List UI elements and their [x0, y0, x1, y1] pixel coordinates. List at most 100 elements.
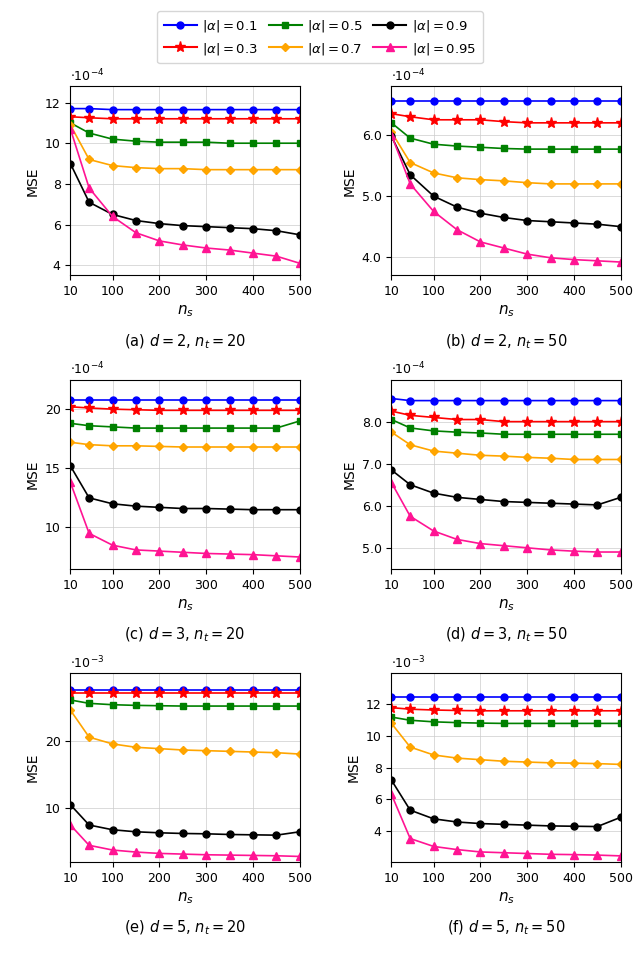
$|\alpha| = 0.3$	[156, 688, 163, 699]
$|\alpha| = 0.3$	[547, 416, 554, 427]
$|\alpha| = 0.3$	[179, 404, 187, 416]
$|\alpha| = 0.3$	[179, 688, 187, 699]
$|\alpha| = 0.3$	[593, 416, 601, 427]
$|\alpha| = 0.5$	[547, 718, 554, 729]
$|\alpha| = 0.9$	[524, 496, 531, 508]
Line: $|\alpha| = 0.1$: $|\alpha| = 0.1$	[67, 686, 303, 694]
$|\alpha| = 0.7$	[477, 449, 484, 461]
$|\alpha| = 0.95$	[570, 254, 578, 265]
$|\alpha| = 0.95$	[388, 788, 396, 800]
$|\alpha| = 0.5$	[202, 422, 210, 434]
$|\alpha| = 0.95$	[593, 546, 601, 558]
X-axis label: $n_s$: $n_s$	[177, 891, 193, 906]
$|\alpha| = 0.95$	[156, 235, 163, 246]
$|\alpha| = 0.1$	[477, 395, 484, 406]
$|\alpha| = 0.5$	[617, 428, 625, 440]
Line: $|\alpha| = 0.9$: $|\alpha| = 0.9$	[67, 801, 303, 838]
$|\alpha| = 0.7$	[226, 164, 234, 175]
$|\alpha| = 0.5$	[500, 718, 508, 729]
$|\alpha| = 0.95$	[388, 129, 396, 141]
$|\alpha| = 0.5$	[388, 712, 396, 723]
$|\alpha| = 0.95$	[85, 182, 93, 194]
$|\alpha| = 0.9$	[524, 215, 531, 226]
$|\alpha| = 0.9$	[85, 492, 93, 504]
$|\alpha| = 0.9$	[406, 479, 414, 490]
$|\alpha| = 0.3$	[617, 117, 625, 128]
$|\alpha| = 0.9$	[156, 217, 163, 229]
$|\alpha| = 0.95$	[429, 206, 437, 217]
$|\alpha| = 0.9$	[67, 460, 74, 471]
$|\alpha| = 0.9$	[226, 829, 234, 840]
$|\alpha| = 0.9$	[296, 504, 303, 515]
$|\alpha| = 0.3$	[67, 111, 74, 123]
$|\alpha| = 0.9$	[132, 215, 140, 226]
$|\alpha| = 0.95$	[477, 537, 484, 549]
$|\alpha| = 0.7$	[202, 164, 210, 175]
$|\alpha| = 0.9$	[388, 465, 396, 476]
$|\alpha| = 0.9$	[406, 805, 414, 816]
$|\alpha| = 0.7$	[617, 178, 625, 190]
Y-axis label: MSE: MSE	[25, 166, 39, 195]
Text: (b) $d = 2$, $n_t = 50$: (b) $d = 2$, $n_t = 50$	[445, 332, 568, 351]
$|\alpha| = 0.3$	[109, 403, 116, 415]
$|\alpha| = 0.3$	[85, 112, 93, 124]
$|\alpha| = 0.3$	[453, 705, 461, 717]
$|\alpha| = 0.1$	[226, 103, 234, 115]
$|\alpha| = 0.1$	[249, 103, 257, 115]
$|\alpha| = 0.5$	[132, 135, 140, 147]
$|\alpha| = 0.9$	[179, 503, 187, 514]
$|\alpha| = 0.95$	[524, 248, 531, 260]
$|\alpha| = 0.7$	[500, 175, 508, 187]
$|\alpha| = 0.1$	[156, 103, 163, 115]
$|\alpha| = 0.7$	[156, 163, 163, 174]
Line: $|\alpha| = 0.7$: $|\alpha| = 0.7$	[67, 707, 303, 757]
Legend: $|\alpha| = 0.1$, $|\alpha| = 0.3$, $|\alpha| = 0.5$, $|\alpha| = 0.7$, $|\alpha: $|\alpha| = 0.1$, $|\alpha| = 0.3$, $|\a…	[157, 11, 483, 63]
Line: $|\alpha| = 0.5$: $|\alpha| = 0.5$	[388, 714, 624, 726]
$|\alpha| = 0.1$	[617, 395, 625, 406]
$|\alpha| = 0.7$	[524, 756, 531, 767]
$|\alpha| = 0.7$	[109, 739, 116, 750]
Line: $|\alpha| = 0.5$: $|\alpha| = 0.5$	[67, 418, 303, 431]
$|\alpha| = 0.95$	[179, 546, 187, 558]
$|\alpha| = 0.3$	[179, 113, 187, 125]
$|\alpha| = 0.7$	[179, 744, 187, 756]
$|\alpha| = 0.3$	[156, 113, 163, 125]
$|\alpha| = 0.9$	[109, 498, 116, 510]
$|\alpha| = 0.9$	[273, 225, 280, 237]
$|\alpha| = 0.7$	[500, 450, 508, 462]
$|\alpha| = 0.9$	[156, 502, 163, 513]
$|\alpha| = 0.9$	[570, 820, 578, 832]
$|\alpha| = 0.9$	[296, 229, 303, 240]
$|\alpha| = 0.3$	[226, 404, 234, 416]
$|\alpha| = 0.9$	[67, 158, 74, 170]
$|\alpha| = 0.95$	[547, 252, 554, 263]
$|\alpha| = 0.95$	[500, 540, 508, 552]
Y-axis label: MSE: MSE	[25, 460, 39, 489]
$|\alpha| = 0.3$	[67, 688, 74, 699]
$|\alpha| = 0.3$	[296, 404, 303, 416]
$|\alpha| = 0.95$	[179, 240, 187, 251]
$|\alpha| = 0.5$	[202, 136, 210, 148]
$|\alpha| = 0.9$	[273, 830, 280, 841]
$|\alpha| = 0.1$	[429, 96, 437, 107]
$|\alpha| = 0.7$	[202, 745, 210, 757]
$|\alpha| = 0.5$	[132, 422, 140, 434]
$|\alpha| = 0.95$	[296, 551, 303, 562]
$|\alpha| = 0.7$	[524, 177, 531, 189]
$|\alpha| = 0.95$	[429, 525, 437, 536]
Line: $|\alpha| = 0.5$: $|\alpha| = 0.5$	[67, 120, 303, 147]
$|\alpha| = 0.7$	[202, 442, 210, 453]
Line: $|\alpha| = 0.95$: $|\alpha| = 0.95$	[388, 790, 625, 859]
$|\alpha| = 0.9$	[477, 208, 484, 219]
$|\alpha| = 0.95$	[202, 849, 210, 860]
$|\alpha| = 0.9$	[85, 819, 93, 831]
$|\alpha| = 0.9$	[593, 218, 601, 230]
$|\alpha| = 0.1$	[477, 96, 484, 107]
$|\alpha| = 0.5$	[406, 715, 414, 726]
$|\alpha| = 0.1$	[453, 395, 461, 406]
$|\alpha| = 0.1$	[524, 691, 531, 702]
$|\alpha| = 0.1$	[547, 691, 554, 702]
$|\alpha| = 0.95$	[85, 528, 93, 539]
$|\alpha| = 0.5$	[179, 700, 187, 712]
$|\alpha| = 0.5$	[524, 428, 531, 440]
